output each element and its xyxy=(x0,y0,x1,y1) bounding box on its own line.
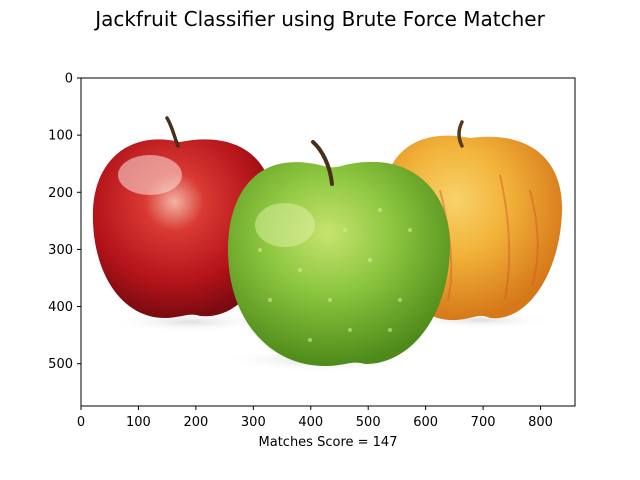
x-axis: 0 100 200 300 400 500 600 700 800 xyxy=(77,406,553,430)
red-apple-shadow xyxy=(110,312,270,332)
x-tick-label: 100 xyxy=(126,415,151,430)
image-content xyxy=(81,78,575,406)
x-tick-label: 0 xyxy=(77,415,85,430)
y-tick-label: 400 xyxy=(48,300,73,315)
y-tick-label: 300 xyxy=(48,243,73,258)
red-apple xyxy=(92,116,275,318)
axes-frame xyxy=(80,77,576,407)
x-tick-label: 700 xyxy=(471,415,496,430)
y-tick-label: 200 xyxy=(48,186,73,201)
y-tick-label: 0 xyxy=(65,72,73,87)
x-tick-label: 300 xyxy=(241,415,266,430)
x-tick-label: 200 xyxy=(183,415,208,430)
x-tick-label: 500 xyxy=(356,415,381,430)
x-axis-label: Matches Score = 147 xyxy=(259,435,398,450)
chart-title: Jackfruit Classifier using Brute Force M… xyxy=(95,7,545,31)
y-tick-label: 500 xyxy=(48,357,73,372)
x-tick-label: 400 xyxy=(298,415,323,430)
x-tick-label: 800 xyxy=(528,415,553,430)
green-apple xyxy=(228,140,450,366)
y-tick-label: 100 xyxy=(48,129,73,144)
x-tick-label: 600 xyxy=(413,415,438,430)
y-axis: 0 100 200 300 400 500 xyxy=(48,72,81,372)
